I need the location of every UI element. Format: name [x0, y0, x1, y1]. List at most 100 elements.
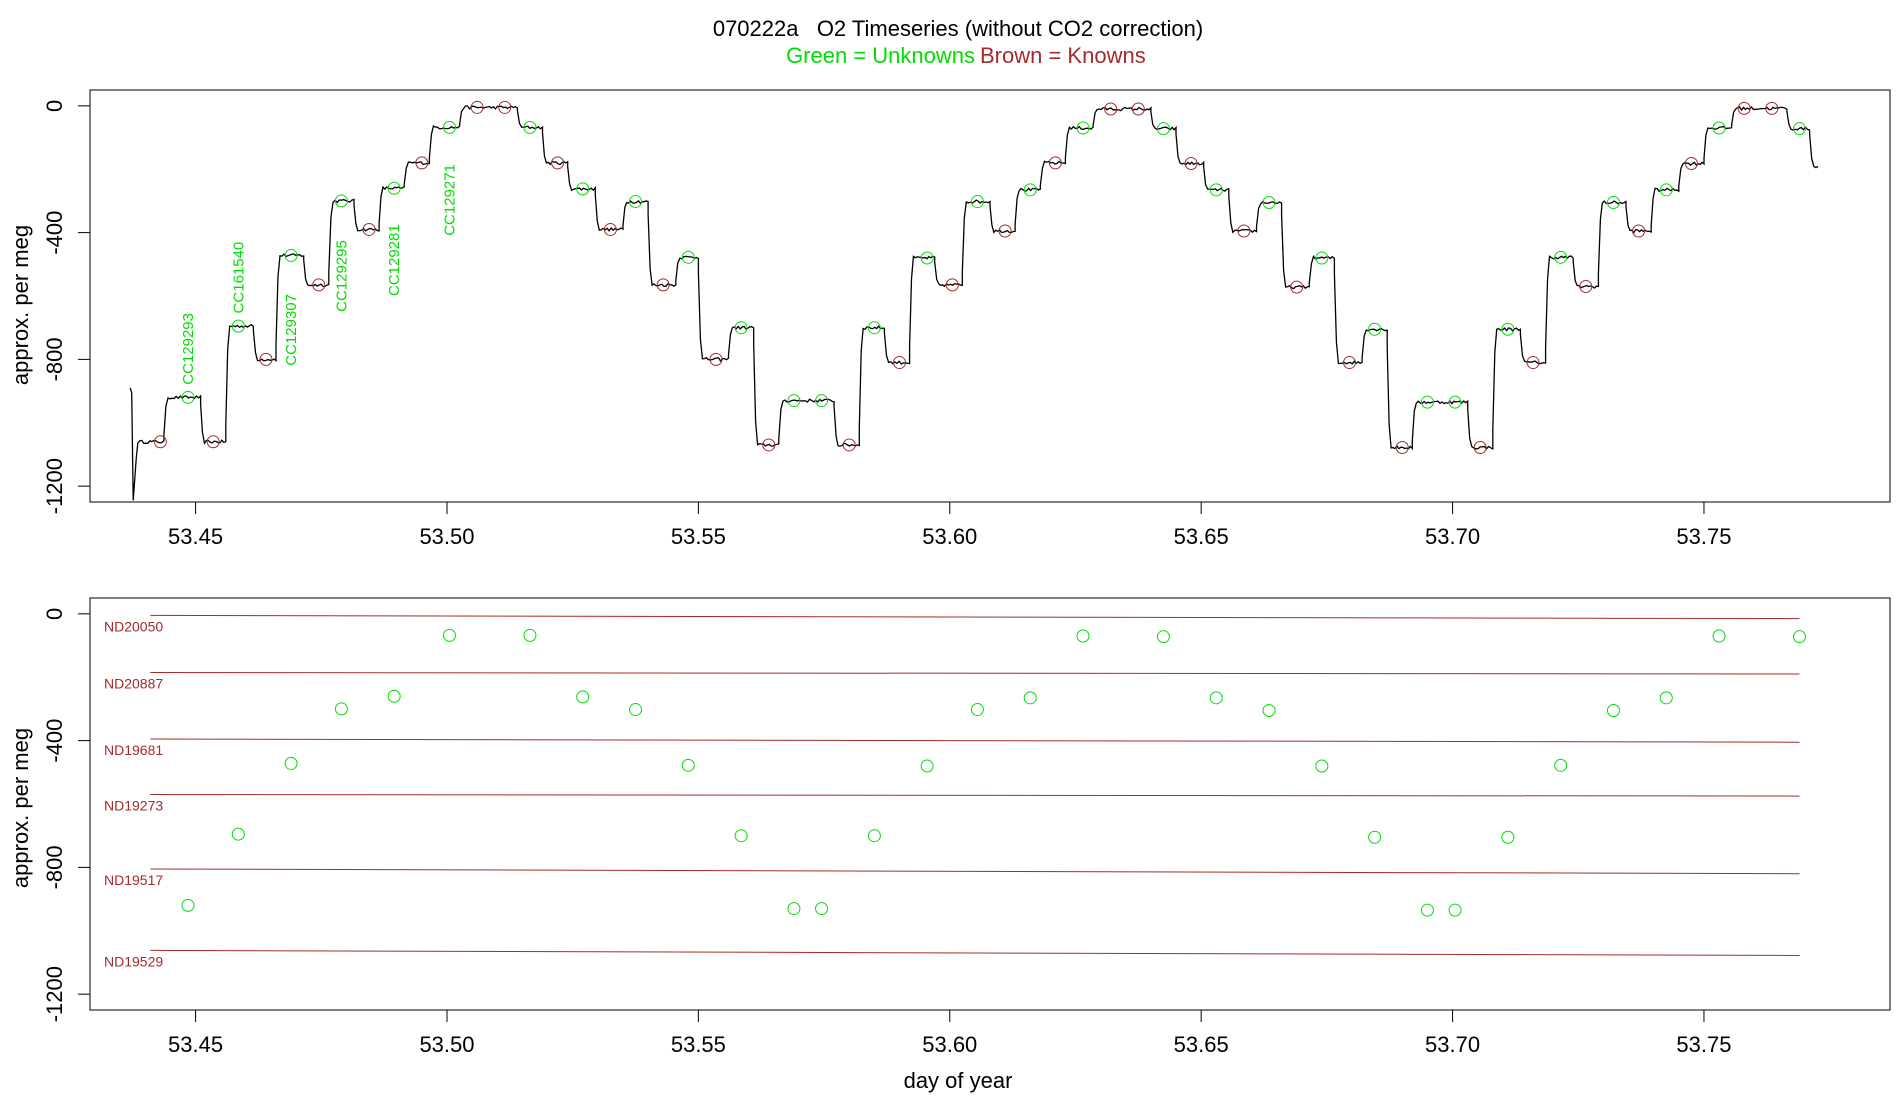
top-x-tick-label: 53.55: [671, 524, 726, 549]
known-point: [1526, 356, 1540, 370]
known-point: [498, 100, 512, 114]
unknown-point: [1209, 183, 1223, 197]
cylinder-annotation: CC129271: [441, 164, 458, 236]
unknown-point: [970, 195, 984, 209]
known-point: [1395, 440, 1409, 454]
known-point: [1184, 157, 1198, 171]
known-point: [892, 356, 906, 370]
top-x-tick-label: 53.75: [1676, 524, 1731, 549]
unknown-point: [387, 689, 401, 703]
unknown-point: [1209, 691, 1223, 705]
unknown-point: [181, 390, 195, 404]
known-point: [551, 156, 565, 170]
unknown-point: [1448, 903, 1462, 917]
unknown-point: [442, 628, 456, 642]
unknown-point: [523, 628, 537, 642]
top-y-tick-label: -400: [42, 211, 67, 255]
reference-label: ND19517: [104, 872, 163, 888]
unknown-point: [1606, 704, 1620, 718]
unknown-point: [681, 758, 695, 772]
o2-trace-line: [129, 105, 1819, 501]
unknown-point: [867, 321, 881, 335]
unknown-point: [1659, 183, 1673, 197]
unknown-point: [181, 898, 195, 912]
bottom-x-tick-label: 53.55: [671, 1032, 726, 1057]
known-point: [1237, 224, 1251, 238]
known-point: [762, 438, 776, 452]
legend-knowns: Brown = Knowns: [980, 43, 1146, 68]
reference-label: ND19681: [104, 742, 163, 758]
unknown-point: [1792, 630, 1806, 644]
known-point: [1342, 356, 1356, 370]
unknown-point: [970, 703, 984, 717]
known-point: [1290, 280, 1304, 294]
top-x-tick-label: 53.70: [1425, 524, 1480, 549]
unknown-point: [1712, 121, 1726, 135]
unknown-point: [231, 319, 245, 333]
unknown-point: [442, 120, 456, 134]
bottom-x-tick-label: 53.50: [419, 1032, 474, 1057]
reference-label: ND19273: [104, 797, 163, 813]
unknown-point: [334, 194, 348, 208]
known-point: [259, 352, 273, 366]
unknown-point: [629, 703, 643, 717]
unknown-point: [1420, 903, 1434, 917]
unknown-point: [1076, 629, 1090, 643]
legend-unknowns: Green = Unknowns: [786, 43, 975, 68]
unknown-point: [576, 182, 590, 196]
top-y-tick-label: 0: [42, 100, 67, 112]
unknown-point: [1554, 758, 1568, 772]
known-point: [1473, 440, 1487, 454]
known-point: [415, 156, 429, 170]
known-point: [1684, 157, 1698, 171]
top-y-tick-label: -1200: [42, 458, 67, 514]
known-point: [1048, 156, 1062, 170]
top-x-tick-label: 53.50: [419, 524, 474, 549]
unknown-point: [1501, 322, 1515, 336]
top-plot-frame: [89, 89, 1891, 503]
unknown-point: [920, 251, 934, 265]
unknown-point: [1262, 196, 1276, 210]
cylinder-annotation: CC129293: [180, 313, 197, 385]
reference-line: [150, 793, 1800, 797]
unknown-point: [284, 756, 298, 770]
bottom-x-tick-label: 53.65: [1174, 1032, 1229, 1057]
known-point: [312, 278, 326, 292]
unknown-point: [1315, 759, 1329, 773]
unknown-point: [1156, 122, 1170, 136]
known-point: [709, 352, 723, 366]
known-point: [842, 438, 856, 452]
known-point: [470, 100, 484, 114]
bottom-y-axis-label: approx. per meg: [8, 728, 33, 888]
unknown-point: [815, 394, 829, 408]
unknown-point: [1368, 830, 1382, 844]
bottom-x-tick-label: 53.60: [922, 1032, 977, 1057]
unknown-point: [1315, 251, 1329, 265]
unknown-point: [1554, 250, 1568, 264]
known-point: [1104, 102, 1118, 116]
known-point: [603, 222, 617, 236]
known-point: [1579, 279, 1593, 293]
known-point: [998, 224, 1012, 238]
unknown-point: [1792, 122, 1806, 136]
cylinder-annotation: CC129307: [283, 294, 300, 366]
unknown-point: [1448, 395, 1462, 409]
reference-label: ND19529: [104, 953, 163, 969]
unknown-point: [1076, 121, 1090, 135]
unknown-point: [734, 829, 748, 843]
unknown-point: [1023, 183, 1037, 197]
reference-line: [150, 614, 1800, 620]
bottom-y-tick-label: 0: [42, 608, 67, 620]
unknown-point: [334, 702, 348, 716]
bottom-panel: 53.45 53.50 53.55 53.60 53.65 53.70 53.75 0 -400…: [42, 597, 1891, 1057]
known-point: [153, 435, 167, 449]
bottom-x-tick-label: 53.75: [1676, 1032, 1731, 1057]
known-point: [1131, 102, 1145, 116]
reference-label: ND20050: [104, 618, 163, 634]
bottom-x-tick-label: 53.45: [168, 1032, 223, 1057]
unknown-point: [1420, 395, 1434, 409]
reference-line: [150, 738, 1800, 743]
bottom-x-tick-label: 53.70: [1425, 1032, 1480, 1057]
reference-line: [150, 868, 1800, 875]
